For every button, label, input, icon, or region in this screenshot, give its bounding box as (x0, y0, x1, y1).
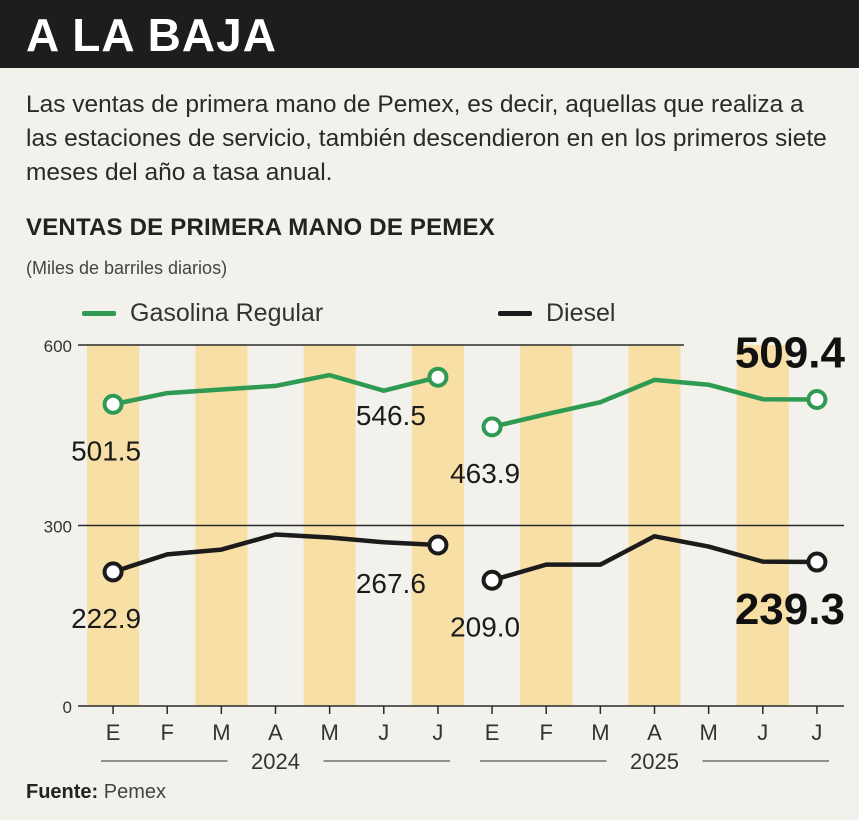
diesel-point (427, 534, 449, 556)
year-label: 2025 (630, 749, 679, 774)
gasolina-line (489, 377, 820, 430)
data-label: 546.5 (356, 400, 426, 431)
y-tick-label: 0 (63, 698, 72, 717)
diesel-point (102, 561, 124, 583)
diesel-line (489, 534, 820, 583)
line-chart: 0 300 600 E F M A M J J 2024 E F M A M J J 2025 501.5 546.5 4… (44, 329, 846, 774)
x-tick-label: M (591, 720, 609, 745)
x-tick-label: E (485, 720, 500, 745)
source-value: Pemex (103, 781, 167, 803)
data-label: 267.6 (356, 568, 426, 599)
diesel-point (481, 569, 503, 591)
legend-label-gasolina: Gasolina Regular (130, 298, 324, 327)
data-label: 222.9 (71, 603, 141, 634)
x-tick-label: J (432, 720, 443, 745)
legend-swatch-gasolina (82, 310, 116, 316)
intro-paragraph: Las ventas de primera mano de Pemex, es … (26, 91, 827, 186)
diesel-point (806, 551, 828, 573)
x-tick-label: J (811, 720, 822, 745)
x-tick-label: E (106, 720, 121, 745)
x-tick-label: J (378, 720, 389, 745)
data-label: 501.5 (71, 435, 141, 466)
year-label: 2024 (251, 749, 300, 774)
x-tick-label: F (539, 720, 552, 745)
data-label-emphasis: 509.4 (735, 329, 846, 378)
gasolina-point (481, 416, 503, 438)
gasolina-point (806, 389, 828, 411)
x-tick-label: M (212, 720, 230, 745)
diesel-line (110, 532, 441, 575)
legend-swatch-diesel (498, 310, 532, 316)
chart-subtitle: (Miles de barriles diarios) (26, 258, 228, 278)
chart-title: VENTAS DE PRIMERA MANO DE PEMEX (26, 214, 495, 241)
y-tick-label: 600 (44, 337, 72, 356)
x-tick-label: A (268, 720, 283, 745)
x-tick-label: F (160, 720, 173, 745)
data-label-emphasis: 239.3 (735, 585, 845, 634)
x-tick-label: A (647, 720, 662, 745)
data-label: 209.0 (450, 611, 520, 642)
legend-item-gasolina: Gasolina Regular (82, 297, 323, 329)
x-tick-label: M (320, 720, 338, 745)
source-note: Fuente: Pemex (26, 781, 166, 804)
source-label: Fuente: (26, 781, 99, 803)
x-tick-label: M (699, 720, 717, 745)
data-label: 463.9 (450, 458, 520, 489)
y-tick-label: 300 (44, 518, 72, 537)
page-title: A LA BAJA (26, 9, 277, 61)
legend-label-diesel: Diesel (546, 298, 616, 327)
gasolina-line (110, 372, 441, 407)
header-bar: A LA BAJA (0, 0, 859, 68)
gasolina-point (102, 393, 124, 415)
gasolina-point (427, 366, 449, 388)
x-tick-label: J (757, 720, 768, 745)
legend-item-diesel: Diesel (498, 297, 615, 329)
